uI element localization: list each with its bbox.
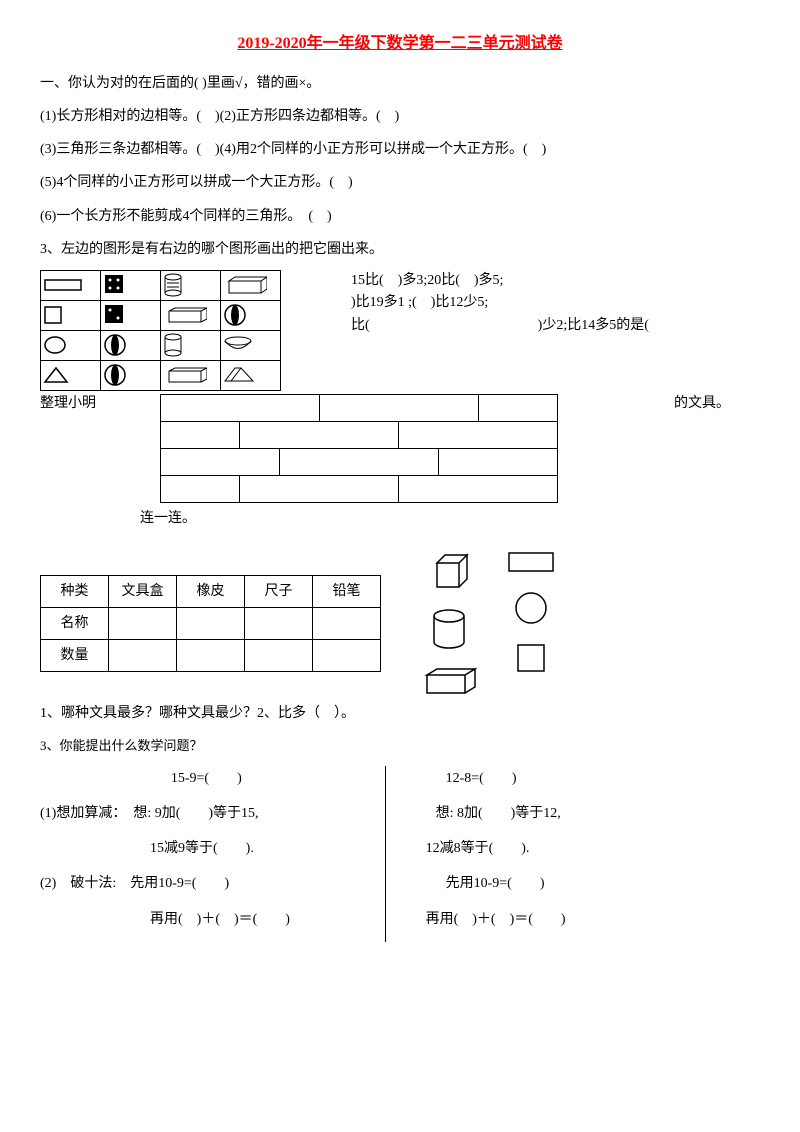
cell-dice xyxy=(101,270,161,300)
st-q2: 3、你能提出什么数学问题？ xyxy=(40,734,760,757)
fill-line1: 15比( )多3;20比( )多5; xyxy=(351,270,649,292)
left-l3: (2) 破十法: 先用10-9=( ) xyxy=(40,871,373,896)
th-pencil: 铅笔 xyxy=(313,575,381,607)
section1-heading: 一、你认为对的在后面的( )里画√，错的画×。 xyxy=(40,71,760,96)
right-l4: 再用( )＋( )＝( ) xyxy=(406,907,732,932)
th-eraser: 橡皮 xyxy=(177,575,245,607)
q3-4: (3)三角形三条边都相等。( )(4)用2个同样的小正方形可以拼成一个大正方形。… xyxy=(40,137,760,162)
st-q1: 1、哪种文具最多？哪种文具最少？2、比多（ ）。 xyxy=(40,701,760,726)
cell-can1 xyxy=(161,270,221,300)
cell-sphere1 xyxy=(221,300,281,330)
shape-table xyxy=(40,270,341,391)
shapes-3d-2d xyxy=(421,551,555,695)
right-top: 12-8=( ) xyxy=(406,766,732,791)
q5: (5)4个同样的小正方形可以拼成一个大正方形。( ) xyxy=(40,170,760,195)
calc-left-col: 15-9=( ) (1)想加算减： 想: 9加( )等于15, 15减9等于( … xyxy=(40,766,386,942)
calc-right-col: 12-8=( ) 想: 8加( )等于12, 12减8等于( ). 先用10-9… xyxy=(386,766,732,942)
th-ruler: 尺子 xyxy=(245,575,313,607)
cell-prism xyxy=(221,360,281,390)
left-l1: (1)想加算减： 想: 9加( )等于15, xyxy=(40,801,373,826)
section3-heading: 3、左边的图形是有右边的哪个图形画出的把它圈出来。 xyxy=(40,237,760,262)
connect-label: 连一连。 xyxy=(140,506,760,531)
cell-sphere3 xyxy=(101,360,161,390)
cell-square xyxy=(41,300,101,330)
left-top: 15-9=( ) xyxy=(40,766,373,791)
right-l2: 12减8等于( ). xyxy=(406,836,732,861)
cell-rect-flat xyxy=(41,270,101,300)
cell-sphere2 xyxy=(101,330,161,360)
shape-matching-row: 15比( )多3;20比( )多5; )比19多1 ;( )比12少5; 比( … xyxy=(40,270,760,391)
right-l1: 想: 8加( )等于12, xyxy=(406,801,732,826)
row-name: 名称 xyxy=(41,607,109,639)
rectangle-icon xyxy=(507,551,555,573)
th-type: 种类 xyxy=(41,575,109,607)
stationery-table: 种类 文具盒 橡皮 尺子 铅笔 名称 数量 xyxy=(40,575,381,672)
fill-line3: 比( )少2;比14多5的是( xyxy=(351,315,649,337)
cylinder-icon xyxy=(431,609,467,649)
left-l4: 再用( )＋( )＝( ) xyxy=(40,907,373,932)
cell-cuboid1 xyxy=(221,270,281,300)
two-column-calculation: 15-9=( ) (1)想加算减： 想: 9加( )等于15, 15减9等于( … xyxy=(40,766,760,942)
q6: (6)一个长方形不能剪成4个同样的三角形。 ( ) xyxy=(40,204,760,229)
cuboid-icon xyxy=(421,667,477,695)
cell-circle xyxy=(41,330,101,360)
cell-dice2 xyxy=(101,300,161,330)
document-title: 2019-2020年一年级下数学第一二三单元测试卷 xyxy=(40,30,760,59)
cell-can2 xyxy=(161,330,221,360)
stationery-row: 种类 文具盒 橡皮 尺子 铅笔 名称 数量 xyxy=(40,551,760,695)
q1-2: (1)长方形相对的边相等。( )(2)正方形四条边都相等。( ) xyxy=(40,104,760,129)
cell-bowl xyxy=(221,330,281,360)
fill-blanks-block: 15比( )多3;20比( )多5; )比19多1 ;( )比12少5; 比( … xyxy=(351,270,649,337)
fill-line2: )比19多1 ;( )比12少5; xyxy=(351,292,649,314)
right-l3: 先用10-9=( ) xyxy=(406,871,732,896)
th-box: 文具盒 xyxy=(109,575,177,607)
cell-cuboid3 xyxy=(161,360,221,390)
cube-icon xyxy=(429,551,469,591)
square-icon xyxy=(516,643,546,673)
circle-icon xyxy=(514,591,548,625)
cell-triangle xyxy=(41,360,101,390)
row-qty: 数量 xyxy=(41,639,109,671)
left-l2: 15减9等于( ). xyxy=(40,836,373,861)
organize-right: 的文具。 xyxy=(674,391,730,416)
organize-left: 整理小明 xyxy=(40,391,96,416)
cell-cuboid2 xyxy=(161,300,221,330)
